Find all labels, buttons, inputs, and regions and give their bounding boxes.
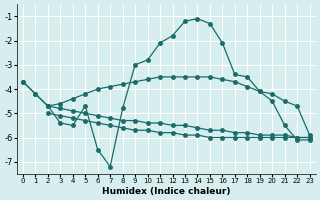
X-axis label: Humidex (Indice chaleur): Humidex (Indice chaleur)	[102, 187, 230, 196]
